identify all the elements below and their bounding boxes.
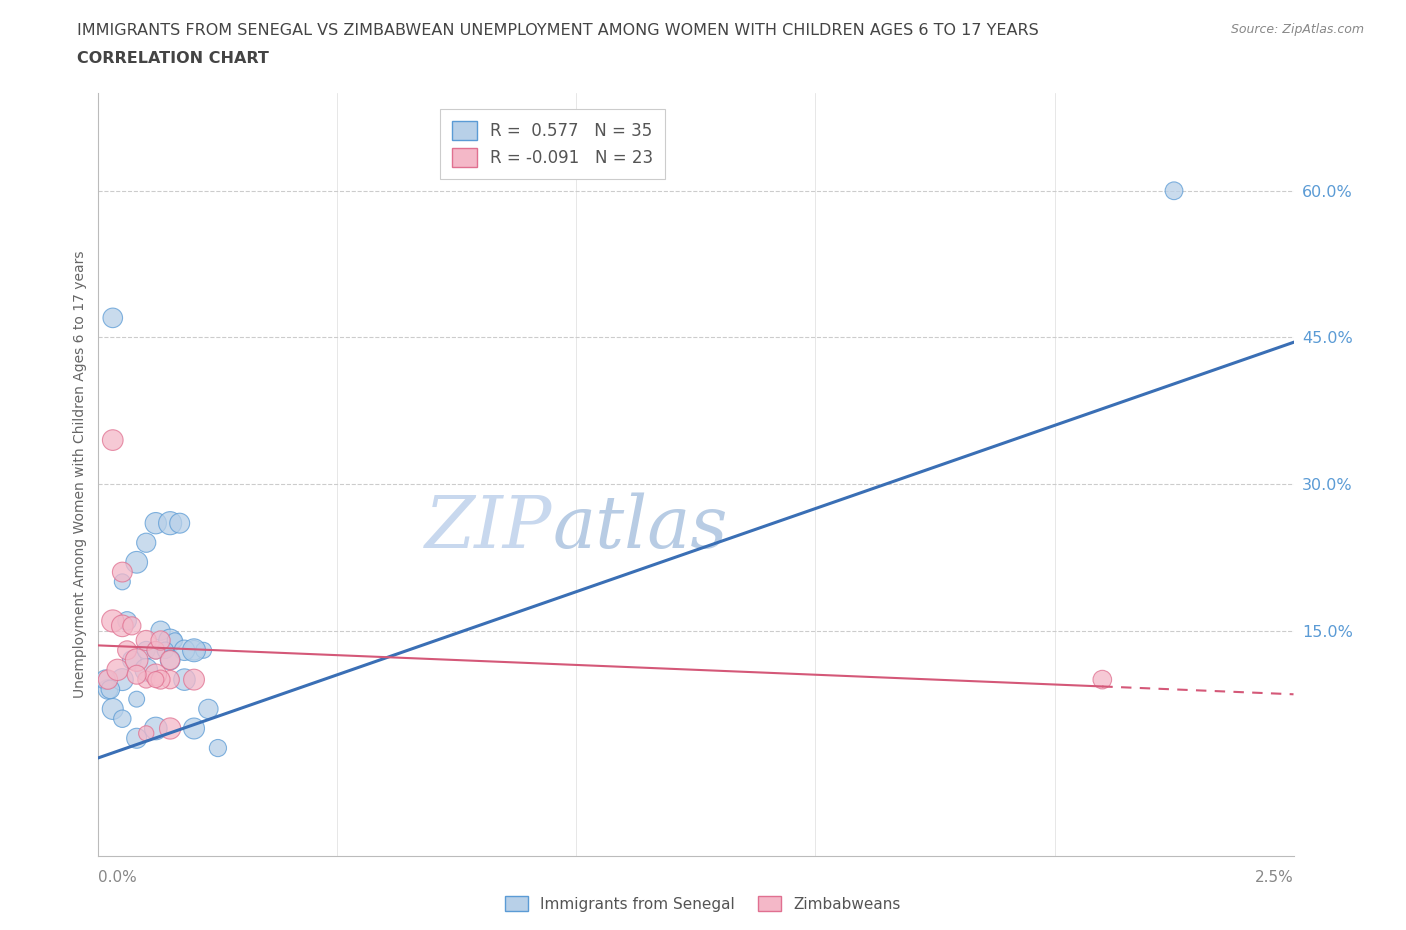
- Point: [197, 701, 219, 716]
- Y-axis label: Unemployment Among Women with Children Ages 6 to 17 years: Unemployment Among Women with Children A…: [73, 250, 87, 698]
- Point: [163, 633, 186, 648]
- Point: [135, 662, 157, 677]
- Point: [107, 662, 129, 677]
- Point: [111, 565, 134, 579]
- Point: [135, 672, 157, 687]
- Text: IMMIGRANTS FROM SENEGAL VS ZIMBABWEAN UNEMPLOYMENT AMONG WOMEN WITH CHILDREN AGE: IMMIGRANTS FROM SENEGAL VS ZIMBABWEAN UN…: [77, 23, 1039, 38]
- Point: [149, 672, 172, 687]
- Point: [159, 633, 181, 648]
- Point: [159, 672, 181, 687]
- Point: [145, 643, 167, 658]
- Point: [111, 618, 134, 633]
- Point: [145, 672, 167, 687]
- Point: [155, 643, 177, 658]
- Text: 2.5%: 2.5%: [1254, 870, 1294, 885]
- Point: [183, 721, 205, 736]
- Point: [101, 311, 124, 325]
- Text: ZIP: ZIP: [425, 492, 553, 563]
- Point: [1163, 183, 1185, 198]
- Point: [97, 672, 120, 687]
- Point: [121, 653, 143, 668]
- Point: [183, 643, 205, 658]
- Point: [173, 643, 195, 658]
- Point: [159, 516, 181, 531]
- Point: [149, 623, 172, 638]
- Point: [149, 633, 172, 648]
- Point: [135, 726, 157, 741]
- Point: [125, 692, 148, 707]
- Point: [173, 672, 195, 687]
- Point: [159, 721, 181, 736]
- Point: [135, 536, 157, 551]
- Point: [207, 740, 229, 755]
- Legend: R =  0.577   N = 35, R = -0.091   N = 23: R = 0.577 N = 35, R = -0.091 N = 23: [440, 109, 665, 179]
- Text: CORRELATION CHART: CORRELATION CHART: [77, 51, 269, 66]
- Legend: Immigrants from Senegal, Zimbabweans: Immigrants from Senegal, Zimbabweans: [499, 889, 907, 918]
- Point: [145, 668, 167, 683]
- Point: [125, 731, 148, 746]
- Point: [145, 721, 167, 736]
- Point: [97, 682, 120, 697]
- Point: [159, 653, 181, 668]
- Point: [169, 516, 191, 531]
- Point: [145, 643, 167, 658]
- Point: [111, 711, 134, 726]
- Point: [183, 643, 205, 658]
- Point: [115, 614, 138, 629]
- Text: atlas: atlas: [553, 492, 728, 563]
- Point: [101, 614, 124, 629]
- Point: [135, 633, 157, 648]
- Point: [101, 432, 124, 447]
- Point: [101, 701, 124, 716]
- Point: [111, 672, 134, 687]
- Point: [111, 575, 134, 590]
- Point: [125, 555, 148, 570]
- Text: Source: ZipAtlas.com: Source: ZipAtlas.com: [1230, 23, 1364, 36]
- Point: [1091, 672, 1114, 687]
- Point: [94, 672, 117, 687]
- Point: [145, 516, 167, 531]
- Point: [121, 618, 143, 633]
- Point: [125, 668, 148, 683]
- Point: [115, 643, 138, 658]
- Point: [98, 682, 122, 697]
- Point: [125, 653, 148, 668]
- Point: [135, 643, 157, 658]
- Point: [193, 643, 215, 658]
- Point: [159, 653, 181, 668]
- Text: 0.0%: 0.0%: [98, 870, 138, 885]
- Point: [183, 672, 205, 687]
